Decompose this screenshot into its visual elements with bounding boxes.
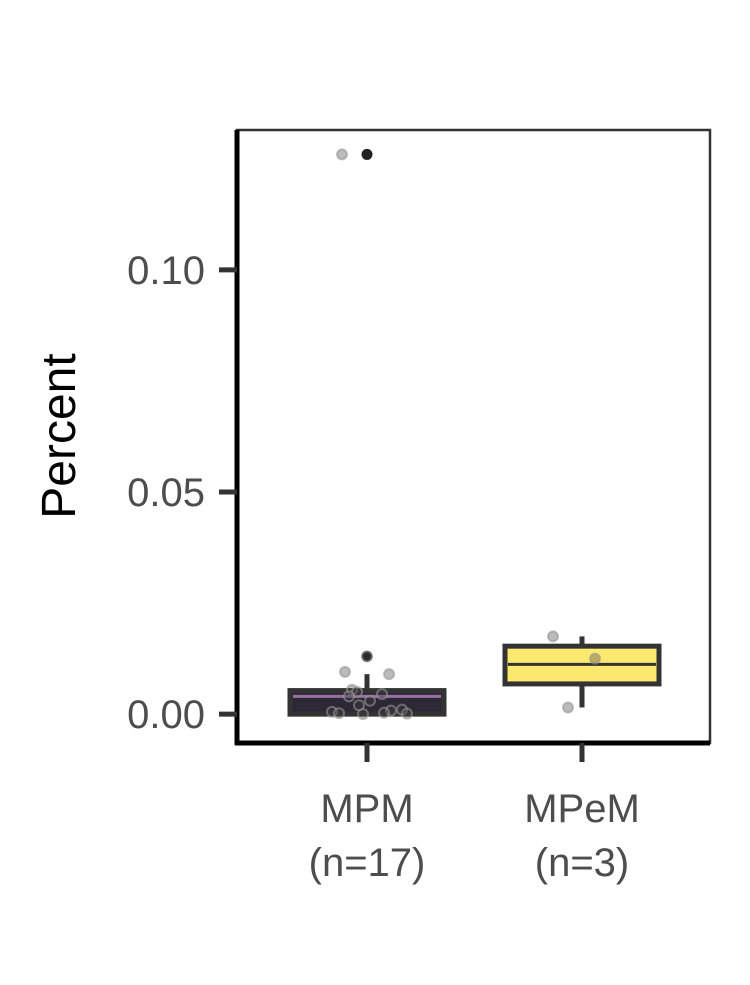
x-tick-sublabel: (n=17)	[309, 841, 426, 885]
panel-border	[235, 128, 712, 745]
y-axis-ticks: 0.00 0.05 0.10	[127, 249, 237, 737]
data-point	[562, 701, 574, 714]
x-axis-ticks: MPM (n=17) MPeM (n=3)	[309, 743, 640, 885]
data-point	[547, 630, 559, 643]
outlier-point	[361, 650, 373, 662]
y-tick-label: 0.00	[127, 693, 205, 737]
x-tick-label: MPeM	[524, 787, 640, 831]
data-point	[376, 688, 388, 701]
y-axis-title: Percent	[33, 353, 86, 518]
y-tick-label: 0.10	[127, 249, 205, 293]
y-tick-label: 0.05	[127, 471, 205, 515]
outlier-point	[361, 148, 373, 160]
data-point	[339, 665, 351, 678]
data-point	[336, 148, 348, 161]
x-tick-label: MPM	[320, 787, 413, 831]
x-tick-sublabel: (n=3)	[535, 841, 630, 885]
data-point	[378, 706, 390, 719]
data-point	[333, 707, 345, 720]
point-layer	[326, 148, 601, 721]
data-point	[343, 690, 355, 703]
data-point	[383, 668, 395, 681]
box-layer	[287, 148, 662, 717]
data-point	[357, 708, 369, 721]
data-point	[589, 652, 601, 665]
data-point	[361, 650, 373, 663]
data-point	[401, 707, 413, 720]
data-point	[364, 694, 376, 707]
